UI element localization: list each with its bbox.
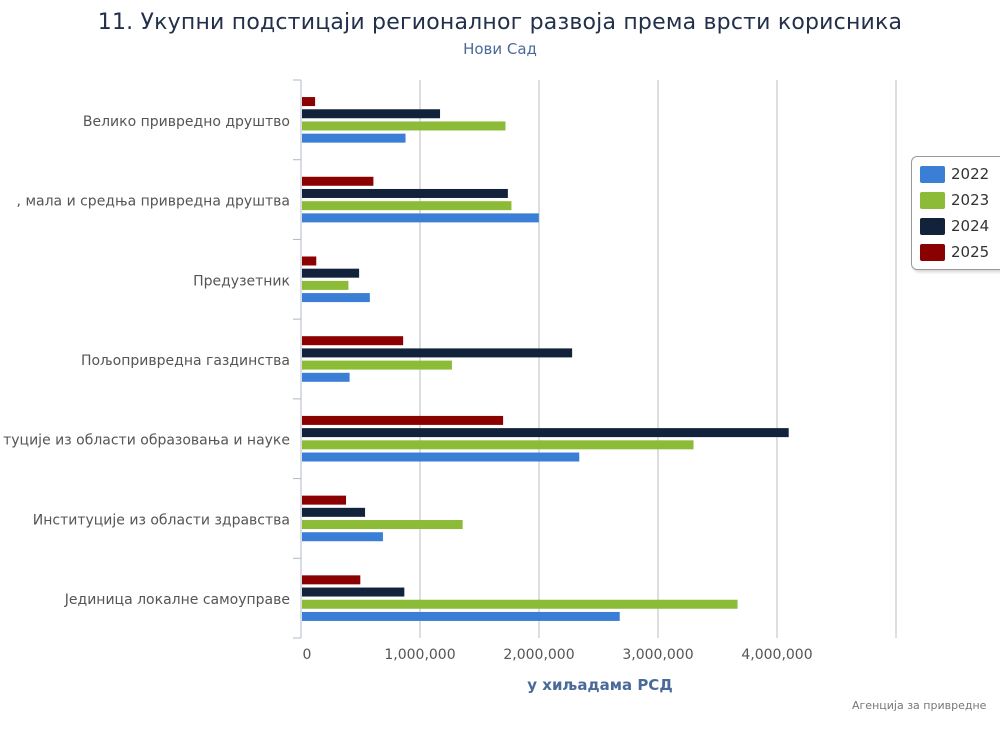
legend-label: 2024 bbox=[951, 217, 990, 235]
x-tick-label: 2,000,000 bbox=[503, 647, 574, 663]
bar-2023 bbox=[302, 280, 349, 290]
legend-item-2024[interactable]: 2024 bbox=[920, 216, 989, 236]
bar-2024 bbox=[302, 428, 789, 438]
legend-swatch bbox=[920, 191, 945, 209]
chart-title: 11. Укупни подстицаји регионалног развој… bbox=[97, 10, 903, 35]
bar-2025 bbox=[302, 176, 374, 186]
bar-2025 bbox=[302, 336, 404, 346]
category-label: Велико привредно друштво bbox=[83, 114, 290, 130]
bar-2022 bbox=[302, 452, 580, 462]
category-label: , мала и средња привредна друштва bbox=[17, 194, 290, 210]
bar-2022 bbox=[302, 611, 620, 621]
bar-2023 bbox=[302, 121, 506, 131]
legend-label: 2023 bbox=[951, 191, 990, 209]
bar-2022 bbox=[302, 532, 383, 542]
bar-2024 bbox=[302, 188, 508, 198]
category-label: туције из области образовања и науке bbox=[3, 433, 290, 449]
bar-2022 bbox=[302, 133, 406, 143]
credit-text: Агенција за привредне bbox=[852, 699, 987, 712]
legend-item-2025[interactable]: 2025 bbox=[920, 242, 989, 262]
x-tick-label: 0 bbox=[303, 647, 312, 663]
x-tick-label: 4,000,000 bbox=[741, 647, 812, 663]
bar-2023 bbox=[302, 360, 452, 370]
bar-2024 bbox=[302, 507, 366, 517]
x-tick-label: 3,000,000 bbox=[622, 647, 693, 663]
legend-swatch bbox=[920, 243, 945, 261]
x-axis-title: у хиљадама РСД bbox=[527, 676, 672, 694]
bar-2023 bbox=[302, 599, 738, 609]
legend-item-2022[interactable]: 2022 bbox=[920, 164, 989, 184]
bar-2025 bbox=[302, 575, 361, 585]
bar-2024 bbox=[302, 109, 441, 119]
category-label: Институције из области здравства bbox=[33, 512, 290, 528]
bar-2023 bbox=[302, 520, 463, 530]
legend-label: 2022 bbox=[951, 165, 990, 183]
category-label: Предузетник bbox=[193, 273, 290, 289]
legend-swatch bbox=[920, 165, 945, 183]
bar-2022 bbox=[302, 213, 539, 223]
bar-2023 bbox=[302, 201, 512, 211]
legend-item-2023[interactable]: 2023 bbox=[920, 190, 989, 210]
bar-2024 bbox=[302, 348, 573, 358]
bar-2024 bbox=[302, 587, 405, 597]
bar-2024 bbox=[302, 268, 360, 278]
legend-swatch bbox=[920, 217, 945, 235]
bar-2025 bbox=[302, 495, 347, 505]
legend-label: 2025 bbox=[951, 243, 990, 261]
legend: 2022 2023 2024 2025 bbox=[911, 156, 1000, 270]
bar-2025 bbox=[302, 97, 316, 107]
x-tick-label: 1,000,000 bbox=[384, 647, 455, 663]
bar-2025 bbox=[302, 415, 504, 425]
bar-2022 bbox=[302, 293, 370, 303]
category-label: Јединица локалне самоуправе bbox=[64, 592, 290, 608]
chart-subtitle: Нови Сад bbox=[463, 40, 537, 58]
bar-2022 bbox=[302, 372, 350, 382]
category-label: Пољопривредна газдинства bbox=[81, 353, 290, 369]
bar-2023 bbox=[302, 440, 694, 450]
bar-2025 bbox=[302, 256, 317, 266]
